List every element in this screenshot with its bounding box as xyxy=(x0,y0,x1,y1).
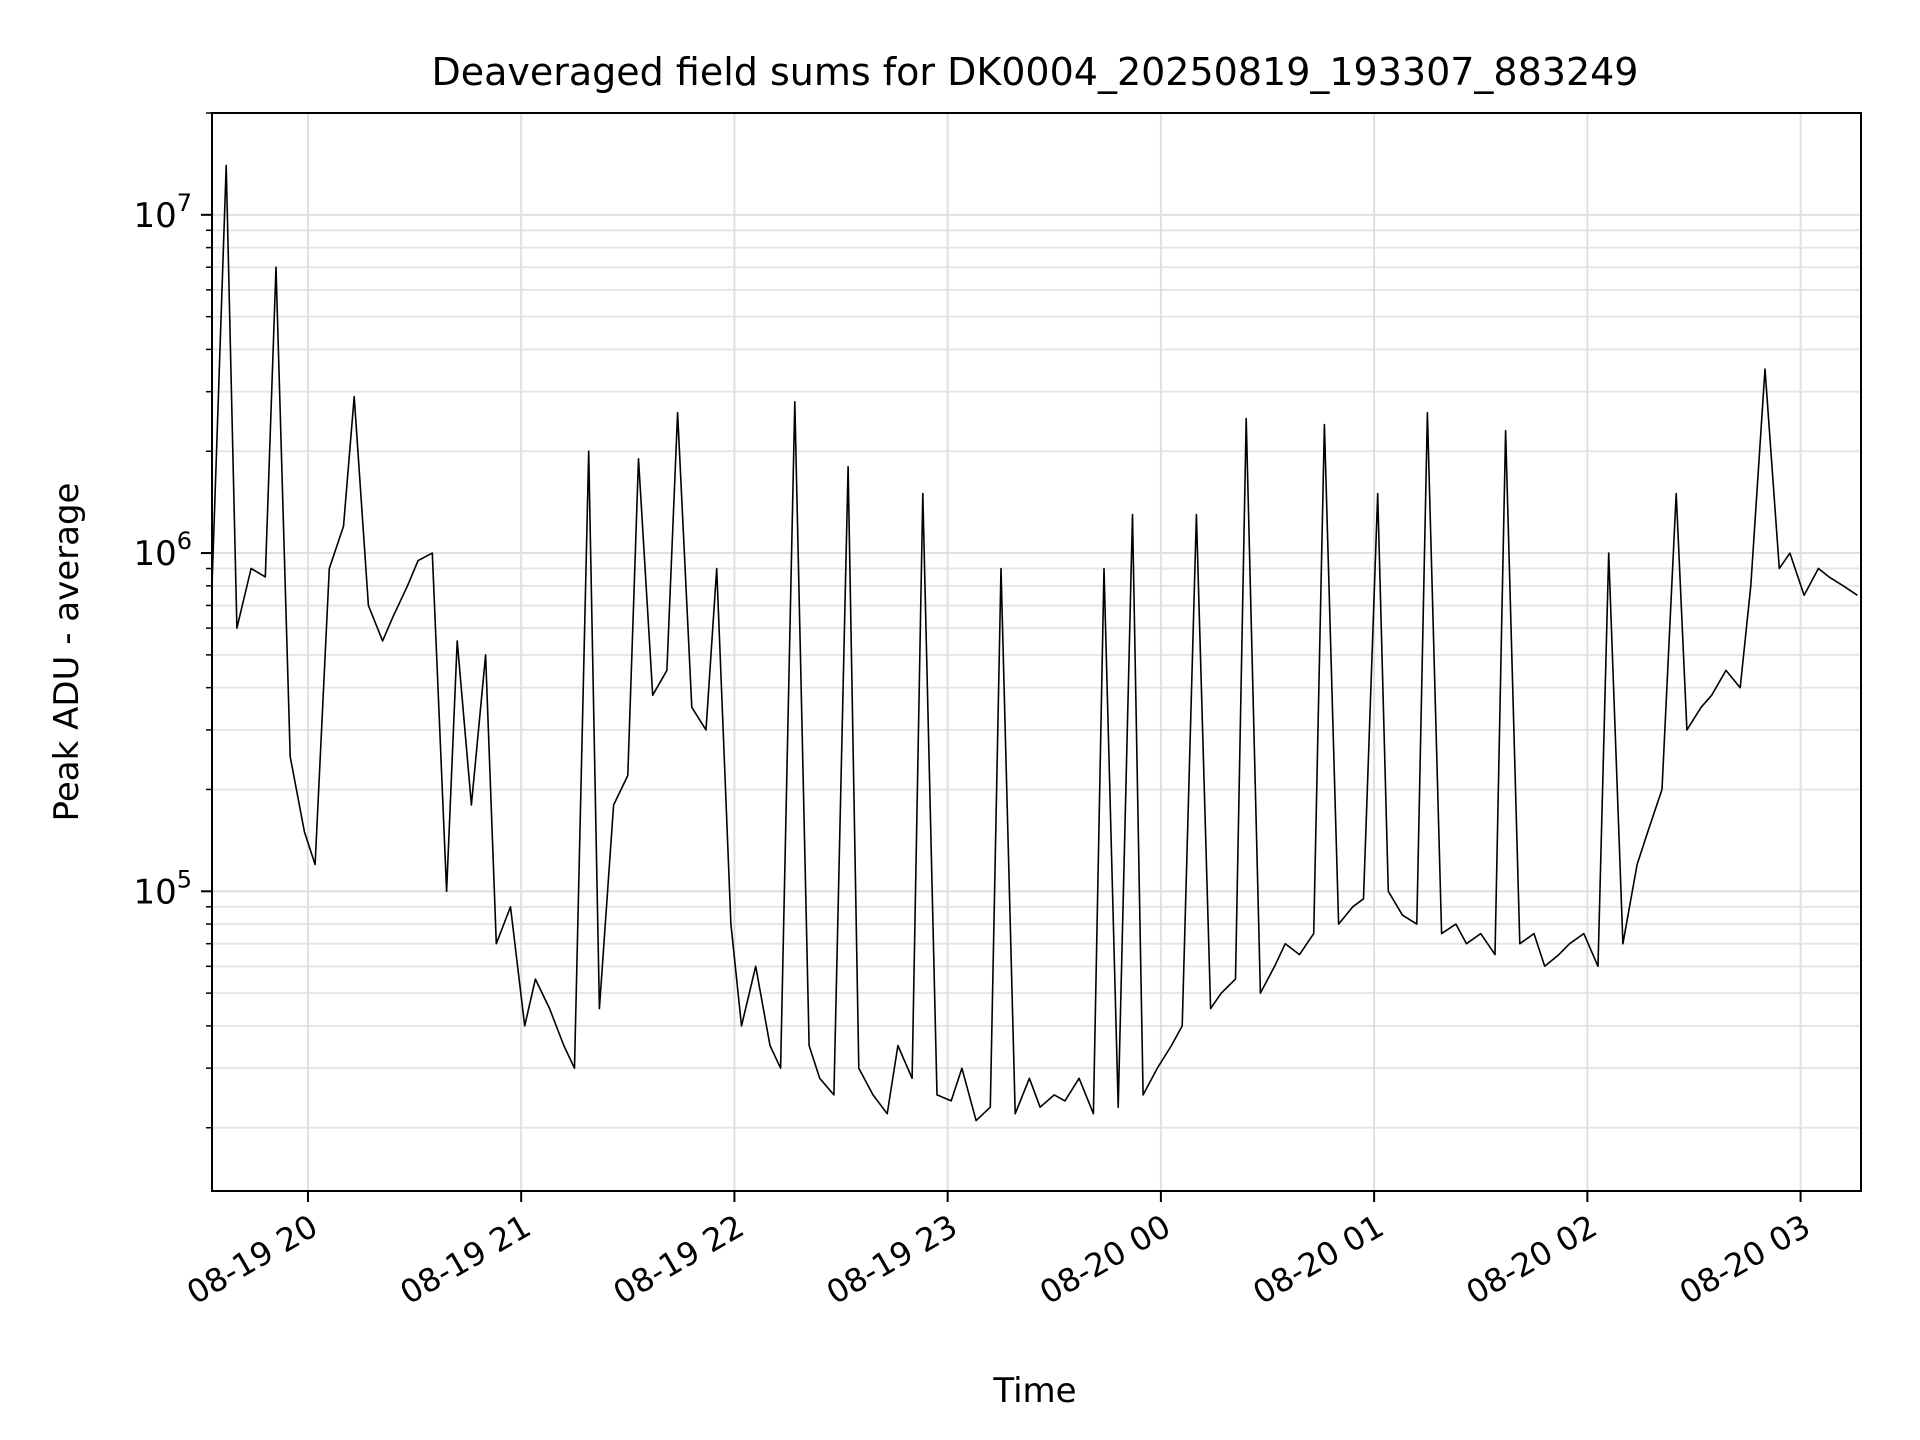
y-tick-label: 106 xyxy=(133,527,192,574)
y-axis: 105 106 107 xyxy=(133,112,212,1129)
x-axis-label: Time xyxy=(992,1371,1076,1411)
y-axis-label: Peak ADU - average xyxy=(47,483,87,822)
series-layer xyxy=(211,164,1858,1122)
grid xyxy=(212,112,1861,1191)
plot-frame xyxy=(211,112,1862,1192)
y-tick-label: 107 xyxy=(133,189,192,236)
series-line xyxy=(211,164,1858,1122)
chart-title: Deaveraged field sums for DK0004_2025081… xyxy=(431,50,1638,94)
y-tick-label: 105 xyxy=(133,865,192,912)
